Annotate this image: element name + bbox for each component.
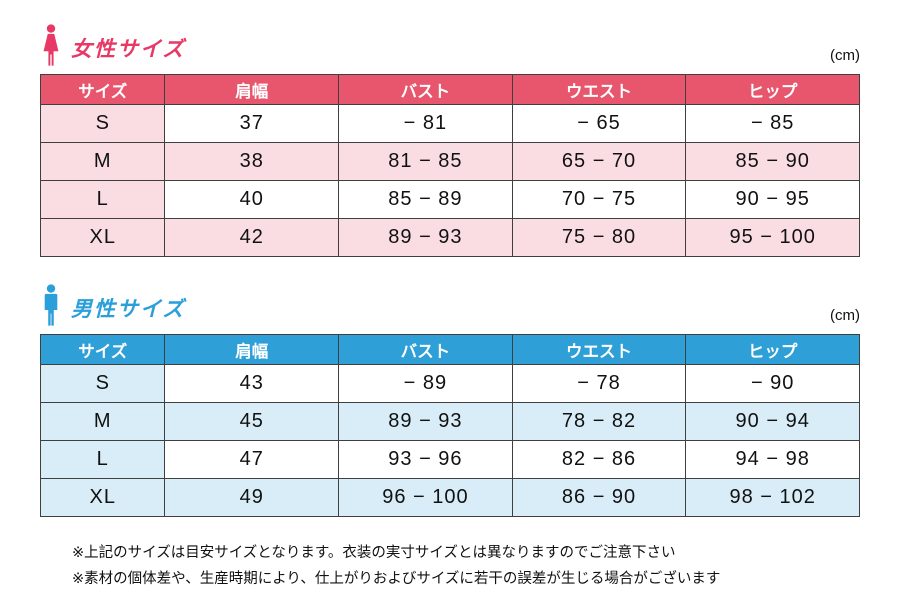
measurement-cell: 37 [164,104,340,143]
column-header: 肩幅 [164,74,340,105]
measurement-cell: 47 [164,440,340,479]
measurement-cell: − 89 [338,364,513,403]
measurement-cell: − 90 [685,364,860,403]
measurement-cell: 82 − 86 [511,440,687,479]
measurement-cell: 85 − 89 [338,180,513,219]
column-header: バスト [338,74,513,105]
size-cell: M [39,402,166,441]
table-row: S 43− 89− 78− 90 [39,364,860,403]
column-header: バスト [338,334,513,365]
measurement-cell: 86 − 90 [511,478,687,517]
measurement-cell: 89 − 93 [338,218,513,257]
measurement-cell: 43 [164,364,340,403]
column-header: ヒップ [685,334,860,365]
size-cell: L [39,440,166,479]
measurement-cell: 70 − 75 [511,180,687,219]
measurement-cell: 95 − 100 [685,218,860,257]
table-row: XL 42 89 − 93 75 − 80 95 − 100 [39,218,860,257]
size-cell: S [39,104,166,143]
measurement-cell: 45 [164,402,340,441]
size-cell: M [39,142,166,181]
size-cell: XL [39,218,166,257]
women-unit-label: (cm) [830,47,860,64]
women-size-section: 女性サイズ (cm) サイズ 肩幅 バスト ウエスト ヒップ S 37− 81− 65− … [39,24,860,257]
measurement-cell: 49 [164,478,340,517]
women-section-header: 女性サイズ (cm) [40,24,860,66]
women-size-table: サイズ 肩幅 バスト ウエスト ヒップ S 37− 81− 65− 85 M 38 81 − 8… [39,74,860,257]
male-icon [40,284,62,326]
table-row: XL 49 96 − 100 86 − 90 98 − 102 [39,478,860,517]
measurement-cell: − 85 [685,104,860,143]
note-line-1: ※上記のサイズは目安サイズとなります。衣装の実寸サイズとは異なりますのでご注意下… [72,545,676,561]
women-size-title: 女性サイズ [71,38,186,61]
table-row: S 37− 81− 65− 85 [39,104,860,143]
measurement-cell: 38 [164,142,340,181]
measurement-cell: − 78 [511,364,687,403]
measurement-cell: 90 − 95 [685,180,860,219]
men-section-header: 男性サイズ (cm) [40,284,860,326]
size-cell: L [39,180,166,219]
men-size-table: サイズ 肩幅 バスト ウエスト ヒップ S 43− 89− 78− 90 M 45 89 − 9… [39,334,860,517]
measurement-cell: 94 − 98 [685,440,860,479]
measurement-cell: 93 − 96 [338,440,513,479]
measurement-cell: 98 − 102 [685,478,860,517]
column-header: ウエスト [511,334,687,365]
men-unit-label: (cm) [830,307,860,324]
column-header: サイズ [39,74,166,105]
men-header-row: サイズ 肩幅 バスト ウエスト ヒップ [39,334,860,365]
table-row: M 45 89 − 93 78 − 82 90 − 94 [39,402,860,441]
measurement-cell: − 65 [511,104,687,143]
measurement-cell: 40 [164,180,340,219]
note-line-2: ※素材の個体差や、生産時期により、仕上がりおよびサイズに若干の誤差が生じる場合が… [72,571,721,587]
measurement-cell: − 81 [338,104,513,143]
footnotes: ※上記のサイズは目安サイズとなります。衣装の実寸サイズとは異なりますのでご注意下… [72,543,860,590]
column-header: 肩幅 [164,334,340,365]
women-header-row: サイズ 肩幅 バスト ウエスト ヒップ [39,74,860,105]
table-row: L 47 93 − 96 82 − 86 94 − 98 [39,440,860,479]
size-cell: XL [39,478,166,517]
size-cell: S [39,364,166,403]
measurement-cell: 65 − 70 [511,142,687,181]
measurement-cell: 81 − 85 [338,142,513,181]
measurement-cell: 89 − 93 [338,402,513,441]
female-icon [40,24,62,66]
men-size-section: 男性サイズ (cm) サイズ 肩幅 バスト ウエスト ヒップ S 43− 89− 78− … [39,284,860,517]
column-header: ヒップ [685,74,860,105]
measurement-cell: 85 − 90 [685,142,860,181]
table-row: L 40 85 − 89 70 − 75 90 − 95 [39,180,860,219]
measurement-cell: 75 − 80 [511,218,687,257]
column-header: ウエスト [511,74,687,105]
measurement-cell: 42 [164,218,340,257]
measurement-cell: 78 − 82 [511,402,687,441]
measurement-cell: 90 − 94 [685,402,860,441]
table-row: M 38 81 − 85 65 − 70 85 − 90 [39,142,860,181]
measurement-cell: 96 − 100 [338,478,513,517]
column-header: サイズ [39,334,166,365]
men-size-title: 男性サイズ [71,298,186,321]
